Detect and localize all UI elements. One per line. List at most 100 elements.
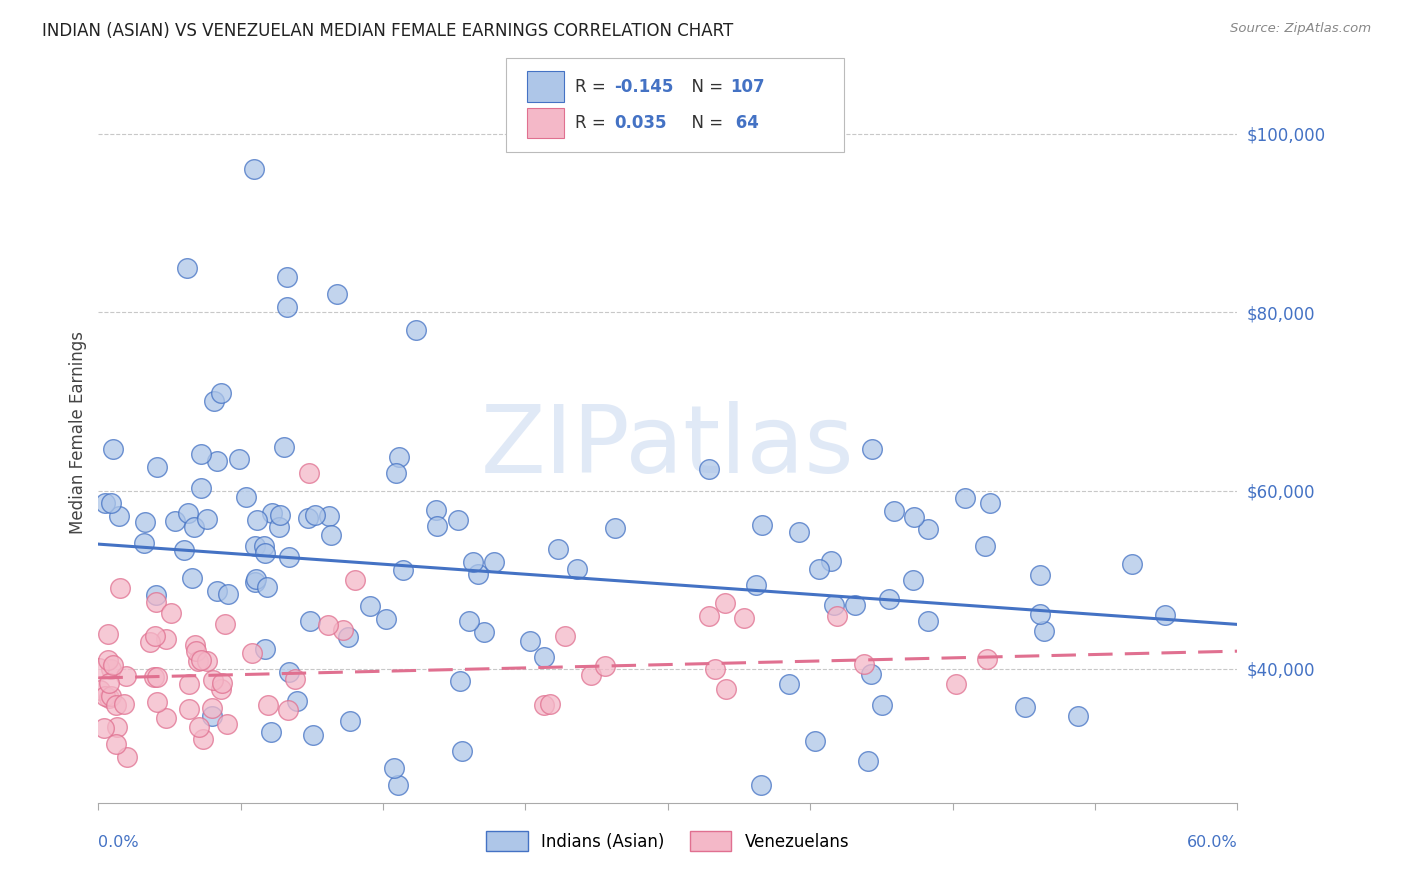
Point [112,697,135,711]
Point [145,670,167,684]
Point [388,450,411,465]
Point [820,554,842,568]
Point [387,778,409,792]
Point [104,737,127,751]
Point [254,642,277,657]
Point [173,543,195,558]
Text: N =: N = [681,78,728,95]
Point [254,545,277,559]
Point [276,300,298,314]
Legend: Indians (Asian), Venezuelans: Indians (Asian), Venezuelans [479,825,856,857]
Point [217,716,239,731]
Point [243,574,266,589]
Point [1153,607,1175,622]
Point [299,615,322,629]
Point [339,714,361,728]
Point [98,675,121,690]
Point [332,623,354,637]
Point [190,447,212,461]
Point [1029,568,1052,582]
Text: ZIPatlas: ZIPatlas [481,401,855,493]
Point [195,654,218,668]
Point [145,595,167,609]
Point [704,662,727,676]
Point [145,460,167,475]
Text: 64: 64 [730,114,759,132]
Point [245,572,267,586]
Point [155,632,177,646]
Point [917,614,939,628]
Point [359,599,381,613]
Point [267,520,290,534]
Y-axis label: Median Female Earnings: Median Female Earnings [69,331,87,534]
Point [256,580,278,594]
Point [955,491,977,506]
Point [316,618,339,632]
Text: -0.145: -0.145 [614,78,673,95]
Point [179,677,201,691]
Point [852,657,875,671]
Point [278,665,301,679]
Point [98,690,121,705]
Point [207,453,229,467]
Point [201,700,224,714]
Point [209,385,232,400]
Point [1121,557,1143,571]
Point [325,287,347,301]
Point [856,754,879,768]
Text: Source: ZipAtlas.com: Source: ZipAtlas.com [1230,22,1371,36]
Point [554,629,576,643]
Point [1032,624,1054,638]
Point [595,659,617,673]
Point [384,467,406,481]
Point [183,520,205,534]
Point [287,694,309,708]
Point [697,462,720,476]
Point [262,506,284,520]
Point [240,646,263,660]
Point [375,612,398,626]
Point [160,607,183,621]
Point [844,598,866,612]
Point [252,539,274,553]
Point [302,728,325,742]
Point [533,649,555,664]
Point [579,667,602,681]
Text: 60.0%: 60.0% [1187,835,1237,850]
Point [97,653,120,667]
Point [860,442,883,456]
Point [100,662,122,676]
Point [284,672,307,686]
Point [235,491,257,505]
Point [751,518,773,533]
Point [804,734,827,748]
Point [1014,699,1036,714]
Point [183,638,205,652]
Point [243,539,266,553]
Point [97,627,120,641]
Point [321,528,343,542]
Point [318,509,340,524]
Point [139,635,162,649]
Point [246,513,269,527]
Point [519,634,541,648]
Point [165,514,187,528]
Point [533,698,555,712]
Text: R =: R = [575,114,612,132]
Point [547,542,569,557]
Point [179,702,201,716]
Point [191,732,214,747]
Point [243,162,266,177]
Point [217,587,239,601]
Point [745,578,768,592]
Point [870,698,893,712]
Point [94,496,117,510]
Point [382,761,405,775]
Point [472,624,495,639]
Point [787,524,810,539]
Point [458,614,481,628]
Point [426,519,449,533]
Point [733,611,755,625]
Point [93,721,115,735]
Point [273,440,295,454]
